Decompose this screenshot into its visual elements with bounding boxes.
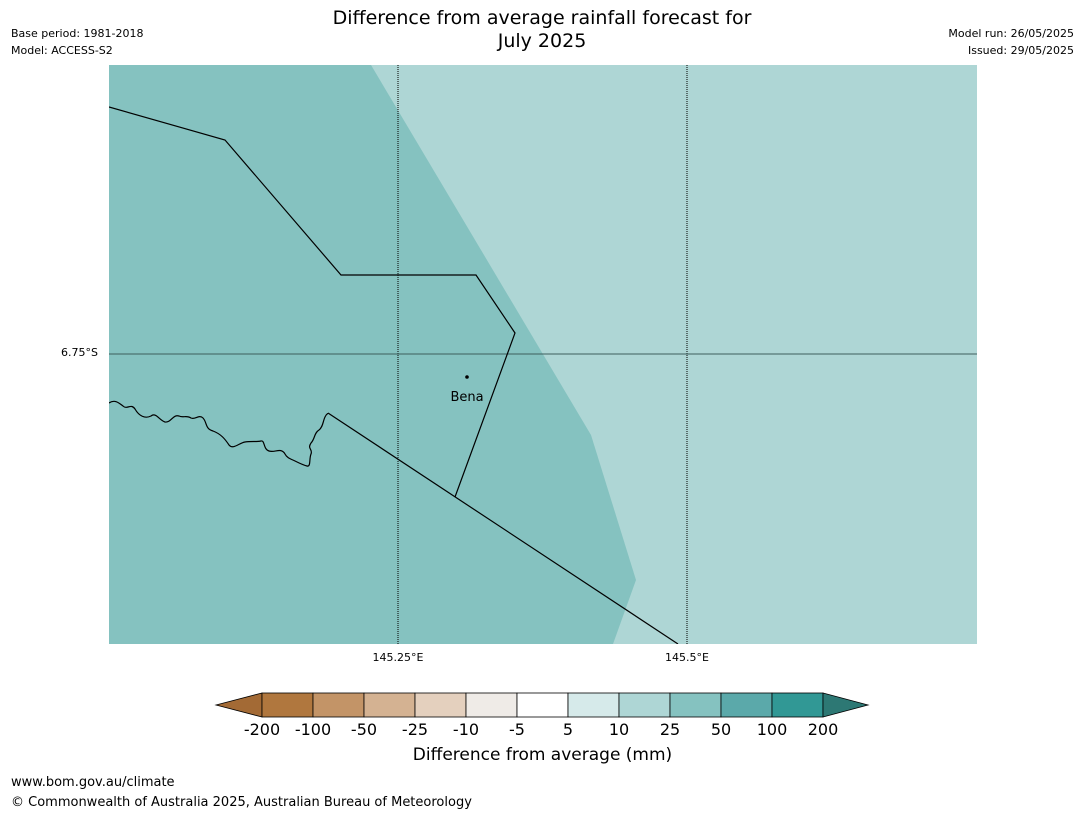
forecast-info-right: Model run: 26/05/2025 Issued: 29/05/2025 (948, 25, 1074, 59)
footer-copyright: © Commonwealth of Australia 2025, Austra… (11, 795, 472, 810)
model-text: Model: ACCESS-S2 (11, 44, 113, 57)
issued-text: Issued: 29/05/2025 (967, 44, 1074, 57)
title-line-1: Difference from average rainfall forecas… (332, 7, 752, 29)
colorbar-label: -200 (243, 720, 281, 739)
colorbar-segment-6 (516, 692, 569, 718)
colorbar-label: -25 (401, 720, 429, 739)
lon-tick-145-5: 145.5°E (665, 651, 709, 664)
place-label-bena: Bena (450, 390, 483, 405)
title-line-2: July 2025 (497, 30, 587, 52)
colorbar-segment-7 (567, 692, 620, 718)
colorbar-segment-10 (720, 692, 773, 718)
colorbar-segment-2 (312, 692, 365, 718)
colorbar-segment-4 (414, 692, 467, 718)
rainfall-map: Bena (109, 65, 977, 644)
base-period-text: Base period: 1981-2018 (11, 27, 144, 40)
lon-tick-145-25: 145.25°E (372, 651, 424, 664)
model-run-text: Model run: 26/05/2025 (948, 27, 1074, 40)
bena-marker (465, 375, 469, 379)
colorbar-extend-low (214, 692, 263, 718)
colorbar-label: 200 (807, 720, 839, 739)
colorbar-label: -5 (509, 720, 525, 739)
lat-tick-6-75: 6.75°S (61, 346, 98, 359)
colorbar-label: -10 (452, 720, 480, 739)
colorbar-segment-11 (771, 692, 824, 718)
colorbar (214, 692, 870, 718)
colorbar-label: -50 (350, 720, 378, 739)
colorbar-label: 25 (659, 720, 681, 739)
colorbar-segment-3 (363, 692, 416, 718)
colorbar-label: 5 (562, 720, 574, 739)
page-title: Difference from average rainfall forecas… (242, 7, 842, 53)
colorbar-label: -100 (294, 720, 332, 739)
colorbar-label: 10 (608, 720, 630, 739)
province-boundary-south (327, 412, 679, 644)
colorbar-segment-8 (618, 692, 671, 718)
forecast-info-left: Base period: 1981-2018 Model: ACCESS-S2 (11, 25, 143, 59)
colorbar-title: Difference from average (mm) (412, 745, 673, 765)
colorbar-segment-5 (465, 692, 518, 718)
colorbar-label: 100 (756, 720, 788, 739)
coastline (109, 400, 329, 467)
colorbar-extend-high (822, 692, 870, 718)
colorbar-segment-1 (261, 692, 314, 718)
colorbar-segment-9 (669, 692, 722, 718)
colorbar-label: 50 (710, 720, 732, 739)
province-boundary (109, 106, 516, 498)
footer-url[interactable]: www.bom.gov.au/climate (11, 775, 175, 790)
